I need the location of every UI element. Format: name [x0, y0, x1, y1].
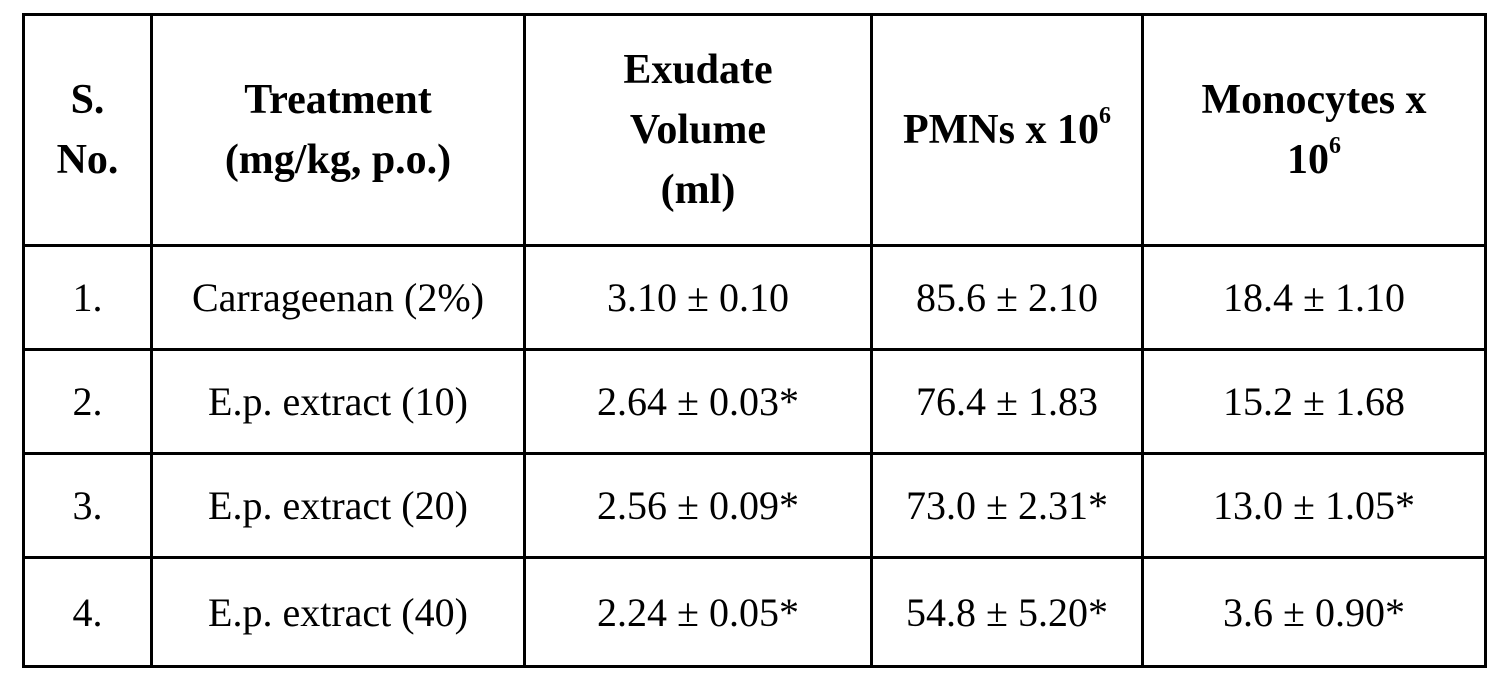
cell-treatment: E.p. extract (20) — [152, 454, 525, 558]
cell-monocytes: 3.6 ± 0.90* — [1143, 558, 1486, 667]
header-row: S. No. Treatment (mg/kg, p.o.) Exudate V… — [24, 15, 1486, 246]
header-monocytes-base: 10 — [1287, 137, 1329, 183]
header-sno-line1: S. — [25, 70, 150, 130]
header-treatment: Treatment (mg/kg, p.o.) — [152, 15, 525, 246]
header-exudate-line3: (ml) — [526, 160, 870, 220]
cell-treatment: E.p. extract (40) — [152, 558, 525, 667]
cell-pmns: 54.8 ± 5.20* — [872, 558, 1143, 667]
header-exudate-line1: Exudate — [526, 40, 870, 100]
cell-monocytes: 15.2 ± 1.68 — [1143, 350, 1486, 454]
cell-monocytes: 13.0 ± 1.05* — [1143, 454, 1486, 558]
cell-exudate-volume: 2.64 ± 0.03* — [525, 350, 872, 454]
header-monocytes-line2: 106 — [1144, 130, 1484, 190]
header-treatment-line1: Treatment — [153, 70, 523, 130]
cell-sno: 4. — [24, 558, 152, 667]
header-pmns-text: PMNs x 10 — [903, 107, 1099, 153]
header-exudate-volume: Exudate Volume (ml) — [525, 15, 872, 246]
header-monocytes-line1: Monocytes x — [1144, 70, 1484, 130]
cell-exudate-volume: 3.10 ± 0.10 — [525, 246, 872, 350]
cell-sno: 3. — [24, 454, 152, 558]
cell-treatment: E.p. extract (10) — [152, 350, 525, 454]
cell-sno: 2. — [24, 350, 152, 454]
header-sno-line2: No. — [25, 130, 150, 190]
table-row: 4. E.p. extract (40) 2.24 ± 0.05* 54.8 ±… — [24, 558, 1486, 667]
table-row: 1. Carrageenan (2%) 3.10 ± 0.10 85.6 ± 2… — [24, 246, 1486, 350]
cell-pmns: 73.0 ± 2.31* — [872, 454, 1143, 558]
header-pmns: PMNs x 106 — [872, 15, 1143, 246]
cell-exudate-volume: 2.24 ± 0.05* — [525, 558, 872, 667]
header-treatment-line2: (mg/kg, p.o.) — [153, 130, 523, 190]
results-table: S. No. Treatment (mg/kg, p.o.) Exudate V… — [22, 13, 1487, 668]
header-exudate-line2: Volume — [526, 100, 870, 160]
header-monocytes: Monocytes x 106 — [1143, 15, 1486, 246]
cell-sno: 1. — [24, 246, 152, 350]
header-pmns-exponent: 6 — [1099, 103, 1111, 129]
table-row: 3. E.p. extract (20) 2.56 ± 0.09* 73.0 ±… — [24, 454, 1486, 558]
table-row: 2. E.p. extract (10) 2.64 ± 0.03* 76.4 ±… — [24, 350, 1486, 454]
cell-pmns: 76.4 ± 1.83 — [872, 350, 1143, 454]
cell-monocytes: 18.4 ± 1.10 — [1143, 246, 1486, 350]
header-monocytes-exponent: 6 — [1329, 133, 1341, 159]
cell-exudate-volume: 2.56 ± 0.09* — [525, 454, 872, 558]
cell-pmns: 85.6 ± 2.10 — [872, 246, 1143, 350]
header-sno: S. No. — [24, 15, 152, 246]
cell-treatment: Carrageenan (2%) — [152, 246, 525, 350]
